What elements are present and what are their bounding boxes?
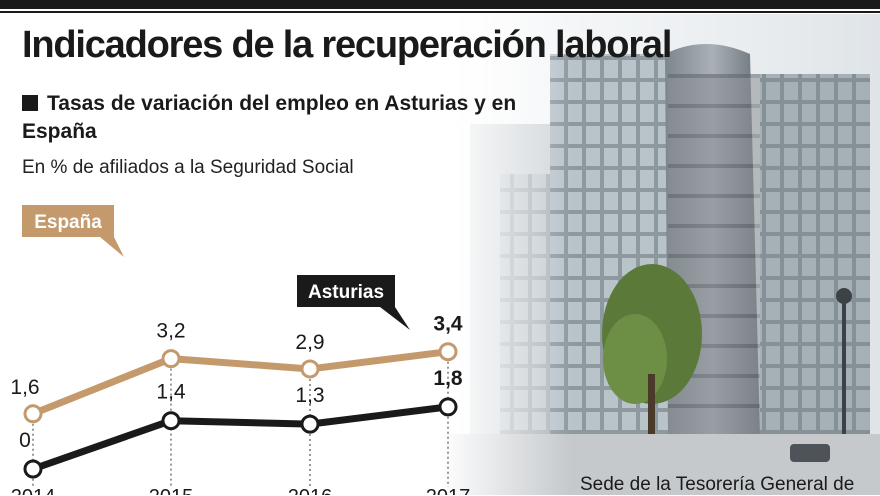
x-tick-label-2015: 2015 bbox=[149, 486, 194, 495]
top-rule-thin bbox=[0, 11, 880, 13]
photo-caption: Sede de la Tesorería General de bbox=[580, 474, 855, 495]
data-label-asturias-2016: 1,3 bbox=[295, 384, 324, 407]
data-label-asturias-2017: 1,8 bbox=[433, 367, 463, 390]
chart-subtitle: Tasas de variación del empleo en Asturia… bbox=[22, 90, 552, 146]
data-point-espana-2017 bbox=[438, 342, 458, 362]
data-point-asturias-2017 bbox=[438, 397, 458, 417]
legend-tag-espana-label: España bbox=[34, 212, 102, 233]
x-tick-label-2014: 2014 bbox=[11, 486, 56, 495]
top-rule bbox=[0, 0, 880, 9]
data-point-asturias-2016 bbox=[300, 414, 320, 434]
data-point-asturias-2014 bbox=[23, 459, 43, 479]
series-line-espana bbox=[29, 348, 452, 418]
building-photo bbox=[440, 14, 880, 495]
data-label-espana-2015: 3,2 bbox=[156, 320, 185, 343]
data-label-asturias-2014: 0 bbox=[19, 429, 31, 452]
bullet-square-icon bbox=[22, 95, 38, 111]
legend-tag-asturias-pointer bbox=[380, 307, 410, 330]
data-point-espana-2016 bbox=[300, 359, 320, 379]
legend-tag-espana-box bbox=[22, 205, 114, 237]
chart-title: Indicadores de la recuperación laboral bbox=[22, 24, 672, 66]
data-point-espana-2014 bbox=[23, 404, 43, 424]
data-label-espana-2016: 2,9 bbox=[295, 331, 324, 354]
data-point-espana-2015 bbox=[161, 349, 181, 369]
legend-tag-espana-pointer bbox=[100, 237, 124, 257]
x-tick-label-2017: 2017 bbox=[426, 486, 471, 495]
data-label-espana-2017: 3,4 bbox=[433, 313, 463, 336]
unit-note: En % de afiliados a la Seguridad Social bbox=[22, 157, 354, 178]
data-label-espana-2014: 1,6 bbox=[10, 376, 39, 399]
legend-tag-asturias-box bbox=[297, 275, 395, 307]
legend-tag-asturias-label: Asturias bbox=[308, 282, 384, 303]
data-point-asturias-2015 bbox=[161, 411, 181, 431]
x-tick-label-2016: 2016 bbox=[288, 486, 333, 495]
data-label-asturias-2015: 1,4 bbox=[156, 381, 186, 404]
series-line-asturias bbox=[29, 403, 452, 473]
subtitle-text: Tasas de variación del empleo en Asturia… bbox=[22, 92, 517, 143]
